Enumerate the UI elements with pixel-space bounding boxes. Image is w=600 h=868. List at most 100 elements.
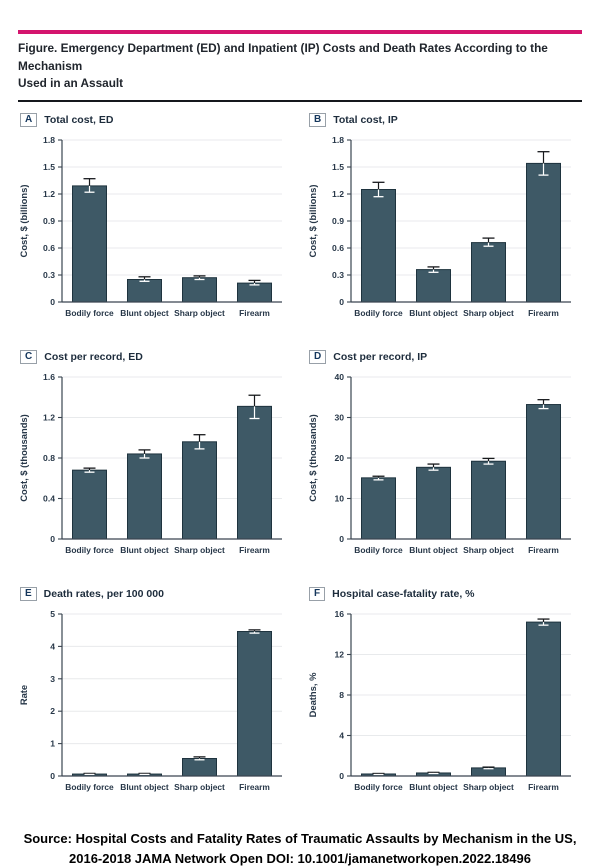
- panel-a: A Total cost, ED Bodily force Blunt objec…: [16, 112, 295, 337]
- svg-text:Firearm: Firearm: [528, 545, 559, 555]
- svg-text:Sharp object: Sharp object: [174, 782, 225, 792]
- panel-letter: B: [309, 113, 327, 128]
- panel-letter: C: [20, 350, 38, 365]
- panel-b: B Total cost, IP Bodily force Blunt objec…: [305, 112, 584, 337]
- svg-text:Blunt object: Blunt object: [409, 308, 458, 318]
- svg-text:Sharp object: Sharp object: [463, 308, 514, 318]
- svg-text:1.2: 1.2: [332, 189, 344, 199]
- svg-text:Rate: Rate: [18, 685, 29, 705]
- svg-text:Blunt object: Blunt object: [409, 782, 458, 792]
- svg-text:Cost, $ (thousands): Cost, $ (thousands): [18, 414, 29, 502]
- figure-title-line1: Figure. Emergency Department (ED) and In…: [18, 41, 548, 73]
- svg-text:0: 0: [339, 534, 344, 544]
- svg-text:Blunt object: Blunt object: [409, 545, 458, 555]
- svg-text:0.6: 0.6: [332, 243, 344, 253]
- panel-letter: E: [20, 587, 37, 602]
- svg-text:0.9: 0.9: [43, 216, 55, 226]
- panel-title: Total cost, ED: [44, 114, 114, 127]
- bar-chart-death-rates: Bodily force Blunt object Sharp object Fire…: [18, 609, 282, 792]
- bar-chart-total-cost-ed: Bodily force Blunt object Sharp object Fire…: [18, 135, 282, 318]
- svg-text:Blunt object: Blunt object: [120, 782, 169, 792]
- svg-text:0.8: 0.8: [43, 453, 55, 463]
- svg-text:Firearm: Firearm: [528, 782, 559, 792]
- svg-text:0.3: 0.3: [43, 270, 55, 280]
- svg-text:Bodily force: Bodily force: [354, 782, 403, 792]
- panel-title: Death rates, per 100 000: [43, 588, 164, 601]
- source-line1: Source: Hospital Costs and Fatality Rate…: [23, 831, 577, 847]
- svg-text:Sharp object: Sharp object: [174, 545, 225, 555]
- svg-text:Blunt object: Blunt object: [120, 545, 169, 555]
- svg-text:1.8: 1.8: [332, 135, 344, 145]
- svg-text:1.5: 1.5: [332, 162, 344, 172]
- panel-e: E Death rates, per 100 000 Bodily force B…: [16, 586, 295, 811]
- panel-letter: D: [309, 350, 327, 365]
- svg-text:1.8: 1.8: [43, 135, 55, 145]
- svg-text:10: 10: [334, 494, 344, 504]
- panel-d-header: D Cost per record, IP: [309, 349, 584, 365]
- svg-text:Cost, $ (thousands): Cost, $ (thousands): [307, 414, 318, 502]
- panel-c: C Cost per record, ED Bodily force Blunt …: [16, 349, 295, 574]
- svg-text:2: 2: [50, 706, 55, 716]
- svg-text:16: 16: [334, 609, 344, 619]
- panel-f: F Hospital case-fatality rate, % Bodily …: [305, 586, 584, 811]
- svg-text:Bodily force: Bodily force: [65, 308, 114, 318]
- svg-text:0.4: 0.4: [43, 494, 55, 504]
- svg-text:12: 12: [334, 650, 344, 660]
- bar-chart-cost-per-record-ip: Bodily force Blunt object Sharp object Fire…: [307, 372, 571, 555]
- svg-text:0.6: 0.6: [43, 243, 55, 253]
- svg-text:0: 0: [50, 771, 55, 781]
- panel-title: Hospital case-fatality rate, %: [332, 588, 475, 601]
- panel-letter: A: [20, 113, 38, 128]
- svg-text:4: 4: [339, 731, 344, 741]
- svg-text:1.6: 1.6: [43, 372, 55, 382]
- svg-text:0: 0: [339, 297, 344, 307]
- panel-grid: A Total cost, ED Bodily force Blunt objec…: [16, 112, 584, 811]
- figure-header: Figure. Emergency Department (ED) and In…: [18, 30, 582, 103]
- svg-text:Bodily force: Bodily force: [65, 545, 114, 555]
- svg-text:5: 5: [50, 609, 55, 619]
- svg-text:0: 0: [50, 297, 55, 307]
- svg-text:Bodily force: Bodily force: [354, 308, 403, 318]
- panel-a-header: A Total cost, ED: [20, 112, 295, 128]
- svg-text:0: 0: [50, 534, 55, 544]
- source-citation: Source: Hospital Costs and Fatality Rate…: [0, 829, 600, 868]
- svg-text:Cost, $ (billions): Cost, $ (billions): [307, 185, 318, 258]
- panel-b-header: B Total cost, IP: [309, 112, 584, 128]
- svg-text:40: 40: [334, 372, 344, 382]
- bar-chart-total-cost-ip: Bodily force Blunt object Sharp object Fire…: [307, 135, 571, 318]
- svg-text:1.5: 1.5: [43, 162, 55, 172]
- panel-c-header: C Cost per record, ED: [20, 349, 295, 365]
- panel-e-header: E Death rates, per 100 000: [20, 586, 295, 602]
- figure-title-line2: Used in an Assault: [18, 76, 124, 91]
- svg-text:3: 3: [50, 674, 55, 684]
- svg-text:1.2: 1.2: [43, 189, 55, 199]
- accent-rule: [18, 30, 582, 34]
- panel-title: Total cost, IP: [333, 114, 398, 127]
- svg-text:0.3: 0.3: [332, 270, 344, 280]
- svg-text:0.9: 0.9: [332, 216, 344, 226]
- svg-text:Bodily force: Bodily force: [354, 545, 403, 555]
- svg-text:Sharp object: Sharp object: [463, 545, 514, 555]
- svg-text:1: 1: [50, 739, 55, 749]
- svg-text:Firearm: Firearm: [528, 308, 559, 318]
- figure-title: Figure. Emergency Department (ED) and In…: [18, 40, 582, 93]
- svg-text:Bodily force: Bodily force: [65, 782, 114, 792]
- panel-letter: F: [309, 587, 326, 602]
- svg-text:Firearm: Firearm: [239, 782, 270, 792]
- title-divider: [18, 100, 582, 103]
- svg-text:0: 0: [339, 771, 344, 781]
- svg-text:Sharp object: Sharp object: [174, 308, 225, 318]
- bar-chart-cost-per-record-ed: Bodily force Blunt object Sharp object Fire…: [18, 372, 282, 555]
- svg-text:20: 20: [334, 453, 344, 463]
- svg-text:Sharp object: Sharp object: [463, 782, 514, 792]
- svg-text:8: 8: [339, 690, 344, 700]
- svg-text:Firearm: Firearm: [239, 545, 270, 555]
- svg-text:30: 30: [334, 413, 344, 423]
- panel-f-header: F Hospital case-fatality rate, %: [309, 586, 584, 602]
- svg-text:4: 4: [50, 641, 55, 651]
- svg-text:Blunt object: Blunt object: [120, 308, 169, 318]
- svg-text:Cost, $ (billions): Cost, $ (billions): [18, 185, 29, 258]
- panel-title: Cost per record, ED: [44, 351, 143, 364]
- svg-text:Deaths, %: Deaths, %: [307, 672, 318, 717]
- bar-chart-case-fatality-rate: Bodily force Blunt object Sharp object Fire…: [307, 609, 571, 792]
